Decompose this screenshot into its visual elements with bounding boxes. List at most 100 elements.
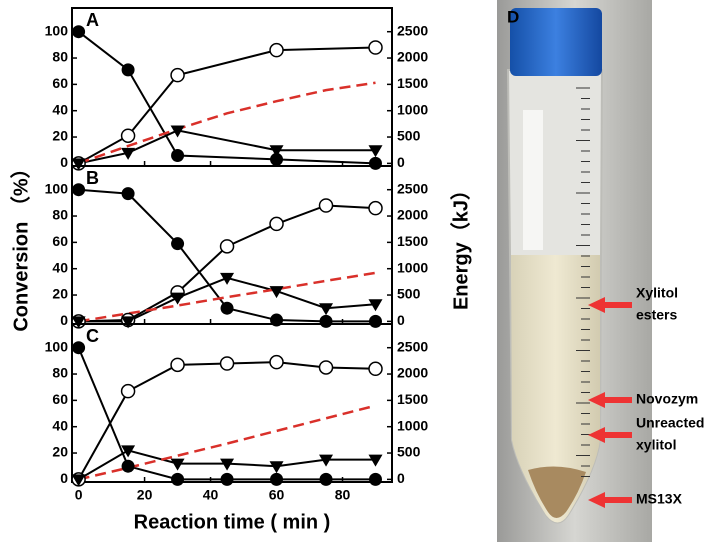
marker [368,361,383,377]
marker [170,458,185,471]
panel-label: D [507,7,519,26]
marker [72,25,86,39]
y-tick-label: 60 [52,75,68,91]
y2-tick-label: 1000 [397,417,428,433]
y2-tick-label: 2500 [397,180,428,196]
y-tick-label: 100 [45,22,69,38]
marker [368,40,383,55]
marker [319,303,334,316]
y-tick-label: 100 [45,338,69,354]
y2-tick-label: 2000 [397,207,428,223]
y2-tick-label: 500 [397,286,421,302]
marker [269,145,284,158]
marker [171,472,185,486]
sediment [528,466,586,518]
marker [121,445,136,458]
marker [171,237,185,251]
marker [220,472,234,486]
marker [269,42,284,58]
y2-tick-label: 0 [397,470,405,486]
y-tick-label: 0 [60,470,68,486]
marker [72,183,86,197]
marker [368,200,383,216]
annotation: xylitol [636,437,676,453]
x-tick-label: 20 [137,487,153,503]
marker [171,148,185,162]
y-tick-label: 40 [52,259,68,275]
marker [121,63,135,77]
panel-title: A [86,10,99,30]
marker [220,272,235,285]
marker [121,147,136,160]
y-tick-label: 60 [52,233,68,249]
marker [220,301,234,315]
y-axis-label: Conversion （%） [9,158,32,331]
marker [71,316,86,329]
marker [368,454,383,467]
arrow [588,297,632,313]
y-tick-label: 40 [52,101,68,117]
marker [170,125,185,138]
marker [120,128,136,143]
marker [121,459,135,473]
marker [369,314,383,328]
marker [269,286,284,299]
tube-cap [510,8,602,76]
y2-tick-label: 500 [397,128,421,144]
y-tick-label: 20 [52,286,68,302]
marker [121,187,135,201]
y2-tick-label: 2500 [397,338,428,354]
y2-tick-label: 0 [397,312,405,328]
x-tick-label: 0 [75,487,83,503]
marker [369,156,383,170]
y2-tick-label: 1500 [397,75,428,91]
marker [270,152,284,166]
y-tick-label: 0 [60,154,68,170]
y-tick-label: 80 [52,365,68,381]
y2-tick-label: 500 [397,444,421,460]
annotation: Novozym [636,391,698,407]
y2-axis-label: Energy（kJ） [449,180,472,310]
y-tick-label: 80 [52,207,68,223]
panel-title: B [86,168,99,188]
panel-title: C [86,326,99,346]
marker [170,67,185,83]
marker [318,360,334,375]
annotation: Xylitol [636,285,678,301]
x-axis-label: Reaction time ( min ) [134,511,331,533]
y2-tick-label: 1500 [397,233,428,249]
annotation: esters [636,307,677,323]
y2-tick-label: 0 [397,154,405,170]
marker [319,472,333,486]
marker [269,461,284,474]
y-tick-label: 0 [60,312,68,328]
arrow [588,492,632,508]
marker [170,357,185,373]
marker [269,354,284,370]
plot-frame [71,323,393,483]
marker [319,314,333,328]
tube-label [523,110,543,250]
y2-tick-label: 2000 [397,365,428,381]
marker [71,158,86,171]
annotation: MS13X [636,491,683,507]
marker [368,299,383,312]
x-tick-label: 40 [203,487,219,503]
marker [71,474,86,487]
y2-tick-label: 1000 [397,259,428,275]
marker [220,458,235,471]
y-tick-label: 100 [45,180,69,196]
arrow [588,392,632,408]
y2-tick-label: 1500 [397,391,428,407]
marker [369,472,383,486]
marker [120,383,136,399]
energy-line [78,81,376,165]
marker [270,472,284,486]
y-tick-label: 80 [52,49,68,65]
annotation: Unreacted [636,415,704,431]
graduations [576,87,590,477]
marker [368,145,383,158]
y-tick-label: 60 [52,391,68,407]
marker [318,198,334,213]
